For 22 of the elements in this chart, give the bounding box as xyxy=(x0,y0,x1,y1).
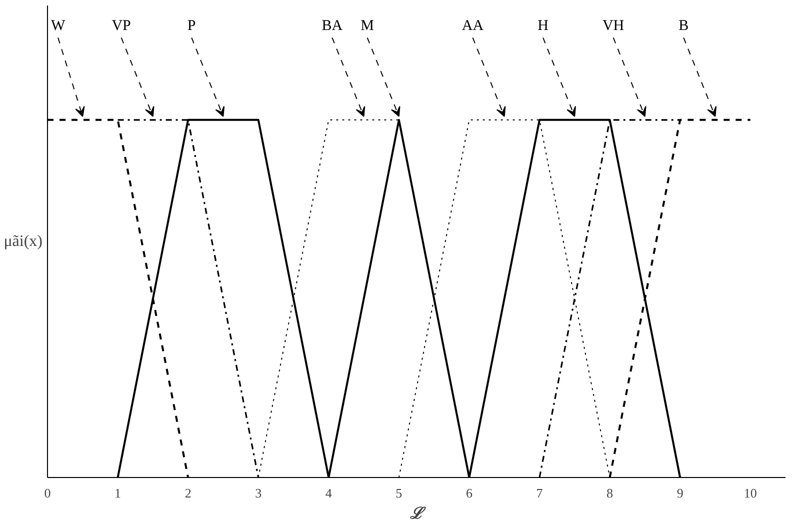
x-tick-label: 10 xyxy=(744,486,757,500)
x-tick-label: 2 xyxy=(184,486,192,500)
x-axis-title: ℒ xyxy=(410,506,426,522)
text: VP xyxy=(112,18,131,34)
y-axis-title: μãi(x) xyxy=(4,233,42,250)
text: AA xyxy=(462,18,484,34)
x-tick-label: 7 xyxy=(536,486,544,500)
x-tick-label: 0 xyxy=(44,486,51,500)
text: P xyxy=(187,18,196,34)
x-tick-label: 1 xyxy=(114,486,122,500)
x-tick-label: 9 xyxy=(676,486,684,500)
text: M xyxy=(360,18,374,34)
text: B xyxy=(678,18,689,34)
text: BA xyxy=(322,18,343,34)
text: W xyxy=(50,18,66,34)
x-tick-label: 3 xyxy=(255,486,262,500)
x-tick-label: 6 xyxy=(466,486,473,500)
x-tick-label: 8 xyxy=(606,486,614,500)
text: VH xyxy=(602,18,624,34)
x-tick-label: 4 xyxy=(325,486,332,500)
x-tick-label: 5 xyxy=(396,486,402,500)
text: H xyxy=(538,18,549,34)
